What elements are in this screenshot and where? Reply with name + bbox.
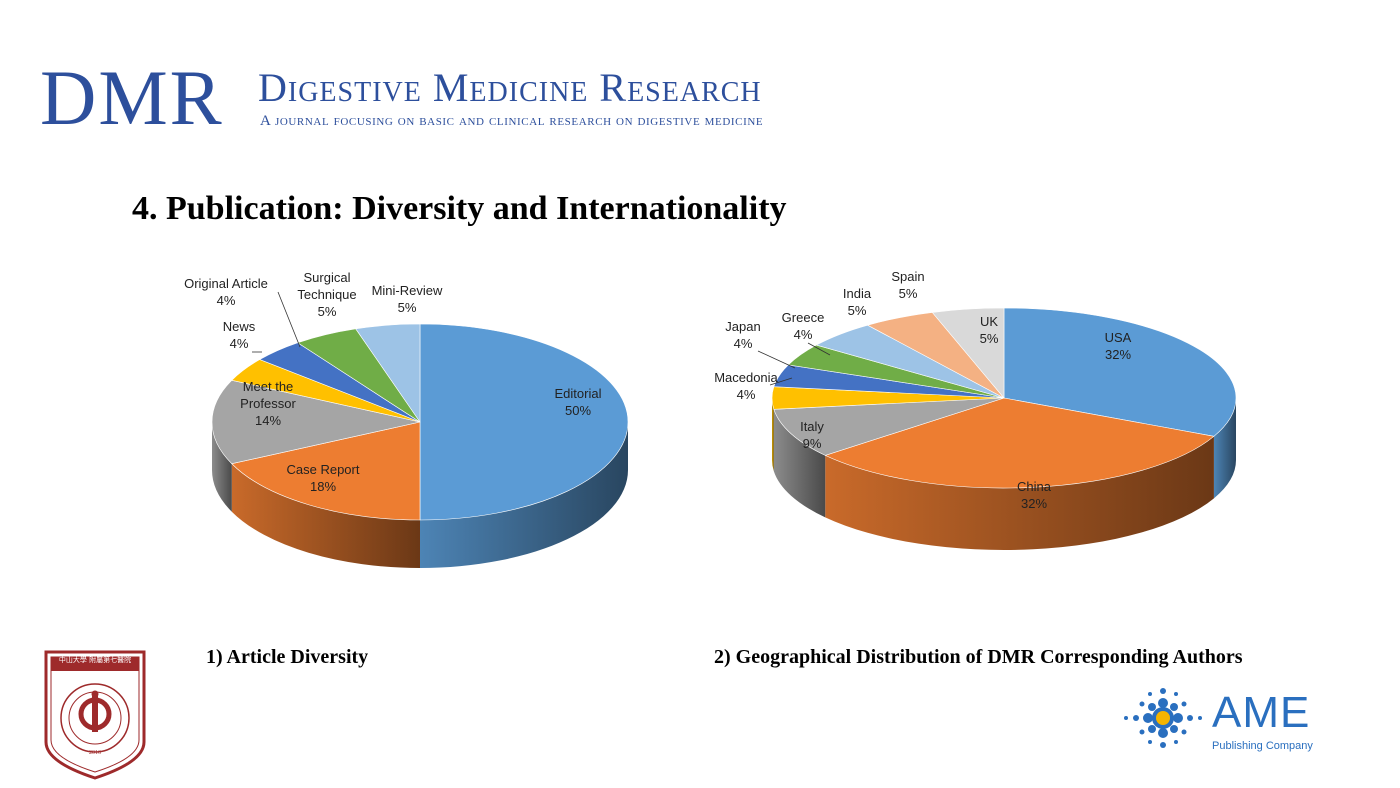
pie-label-2-8: UK 5% [980,314,999,346]
ame-dots-icon [1124,688,1202,748]
leader-line-2-4 [757,350,796,369]
pie-label-1-6: Mini-Review 5% [372,283,443,315]
pie-label-1-0: Editorial 50% [555,386,602,418]
pie-label-2-4: Japan 4% [725,319,760,351]
pie-label-1-2: Meet the Professor 14% [240,379,296,428]
pie-slice-1-6 [355,323,421,423]
ame-subtitle: Publishing Company [1212,740,1313,752]
caption-article-diversity: 1) Article Diversity [206,646,369,668]
pie-label-2-5: Greece 4% [782,310,825,342]
pie-chart-1: Editorial 50% Case Report 18% Meet the Profes… [184,270,629,568]
pie-side-1-0 [420,422,628,568]
pie-side-1-1 [231,463,420,568]
pie-label-2-0: USA 32% [1105,330,1132,362]
leader-line-2-5 [807,342,831,356]
pie-label-1-1: Case Report 18% [287,462,360,494]
pie-side-1-2 [212,422,232,512]
slide-title: 4. Publication: Diversity and Internatio… [132,190,787,227]
pie-slice-1-1 [231,421,421,521]
pie-label-2-6: India 5% [843,286,872,318]
pie-label-1-5: Surgical Technique 5% [297,270,356,319]
leader-line-2-3 [769,377,793,386]
pie-side-2-1 [825,436,1214,550]
seal-top-text: 中山大學 附屬第七醫院 [58,656,132,664]
pie-slice-2-2 [773,397,1005,456]
dmr-logo: DMR [40,54,224,141]
university-seal-logo [44,650,146,780]
pie-side-2-0 [1213,398,1236,499]
ame-publishing-logo: AME Publishing Company [1120,682,1320,754]
pie-chart-2: USA 32% China 32% Italy 9% Macedonia 4% Japan 4% G… [714,269,1237,550]
journal-header: DMR Digestive Medicine Research A journa… [40,54,920,142]
pie-label-1-3: News 4% [223,319,256,351]
pie-side-2-2 [773,409,826,518]
journal-name: Digestive Medicine Research [258,65,762,110]
pie-slice-1-2 [211,379,421,465]
pie-slice-2-1 [824,397,1215,489]
pie-slice-2-0 [1003,307,1237,437]
pie-label-1-4: Original Article 4% [184,276,268,308]
pie-slice-1-0 [419,323,629,521]
leader-line-1-4 [277,291,301,348]
pie-label-2-1: China 32% [1017,479,1052,511]
ame-name: AME [1212,688,1311,737]
pie-slice-2-8 [931,307,1005,399]
journal-tagline: A journal focusing on basic and clinical… [260,113,764,129]
pie-label-2-2: Italy 9% [800,419,824,451]
pie-label-2-3: Macedonia 4% [714,370,778,402]
caption-geographical-distribution: 2) Geographical Distribution of DMR Corr… [714,646,1243,668]
pie-side-2-3 [772,398,774,472]
seal-year: 2016 [89,750,101,756]
pie-label-2-7: Spain 5% [891,269,924,301]
